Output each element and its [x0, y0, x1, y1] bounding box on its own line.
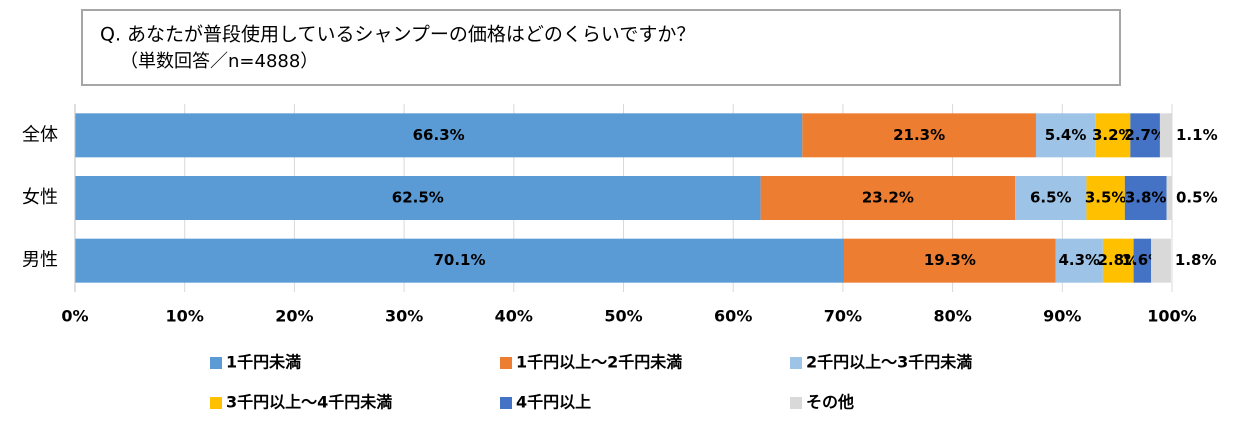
value-label: 62.5% [392, 189, 444, 207]
legend-swatch [210, 397, 222, 409]
x-tick-label: 60% [714, 307, 752, 326]
bar-segment [1159, 113, 1172, 158]
value-label: 1.1% [1176, 126, 1218, 144]
x-tick-label: 40% [495, 307, 533, 326]
value-label: 66.3% [413, 126, 465, 144]
bar-segment [1166, 176, 1172, 220]
legend-label: その他 [806, 393, 854, 412]
value-label: 19.3% [924, 251, 976, 269]
value-label: 4.3% [1058, 251, 1100, 269]
bar-segment [1086, 176, 1125, 220]
x-tick-label: 70% [824, 307, 862, 326]
value-label: 3.2% [1092, 126, 1134, 144]
value-label: 5.4% [1045, 126, 1087, 144]
bar-segment [760, 176, 1016, 220]
legend-swatch [500, 397, 512, 409]
value-label: 3.5% [1085, 189, 1127, 207]
bar-segment [1095, 113, 1131, 158]
bar-segment [75, 238, 844, 283]
value-label: 1.8% [1175, 251, 1217, 269]
x-tick-label: 50% [604, 307, 642, 326]
x-tick-label: 10% [166, 307, 204, 326]
legend-label: 1千円未満 [226, 353, 301, 372]
value-label: 0.5% [1176, 189, 1218, 207]
bar-segment [1133, 238, 1152, 283]
legend-swatch [790, 357, 802, 369]
y-tick-label: 全体 [22, 124, 58, 145]
legend-swatch [500, 357, 512, 369]
y-tick-label: 男性 [22, 250, 58, 271]
x-tick-label: 90% [1043, 307, 1081, 326]
value-label: 2.8% [1097, 251, 1139, 269]
legend-label: 1千円以上～2千円未満 [516, 353, 682, 372]
legend-label: 3千円以上～4千円未満 [226, 393, 392, 412]
bar-segment [1015, 176, 1087, 220]
bar-segment [1102, 238, 1134, 283]
chart-subtitle: （単数回答／n=4888） [120, 51, 318, 72]
bar-segment [1151, 238, 1171, 283]
x-tick-label: 30% [385, 307, 423, 326]
value-label: 21.3% [893, 126, 945, 144]
x-tick-label: 100% [1147, 307, 1196, 326]
value-label: 70.1% [433, 251, 485, 269]
x-tick-label: 20% [275, 307, 313, 326]
value-label: 3.8% [1125, 189, 1167, 207]
bar-segment [802, 113, 1036, 158]
bar-segment [1055, 238, 1103, 283]
value-label: 2.7% [1124, 126, 1166, 144]
legend-label: 4千円以上 [516, 393, 591, 412]
bar-segment [75, 176, 761, 220]
legend-label: 2千円以上～3千円未満 [806, 353, 972, 372]
legend-swatch [790, 397, 802, 409]
bar-segment [75, 113, 803, 158]
value-label: 23.2% [862, 189, 914, 207]
legend-swatch [210, 357, 222, 369]
chart-title: Q. あなたが普段使用しているシャンプーの価格はどのくらいですか？ [100, 24, 695, 46]
y-tick-label: 女性 [22, 187, 58, 208]
bar-segment [843, 238, 1056, 283]
x-tick-label: 80% [933, 307, 971, 326]
bar-segment [1130, 113, 1160, 158]
x-tick-label: 0% [61, 307, 88, 326]
bar-segment [1124, 176, 1167, 220]
title-box [81, 9, 1121, 86]
bar-segment [1035, 113, 1096, 158]
value-label: 6.5% [1030, 189, 1072, 207]
